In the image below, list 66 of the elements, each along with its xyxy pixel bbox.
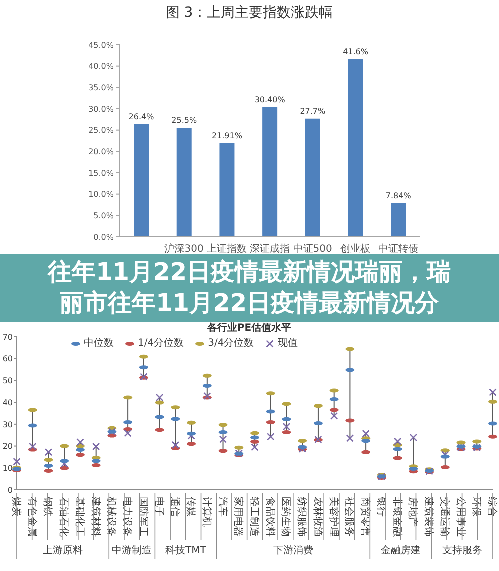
data-label: 30.40% (254, 95, 286, 104)
y-tick-label: 45.0% (88, 40, 114, 50)
y-tick-label: 25.0% (88, 126, 114, 136)
y-tick-label: 30 (2, 420, 13, 430)
x-tick-label: 深证成指 (250, 243, 290, 256)
text: 中游制造 (112, 544, 152, 556)
legend-label: 现值 (278, 338, 298, 350)
x-tick-label: 房地产 (407, 497, 420, 527)
x-tick-label: 医药生物 (280, 497, 292, 537)
legend-label: 中位数 (84, 338, 114, 350)
x-tick-label: 煤炭 (10, 497, 22, 517)
text: 科技TMT (165, 544, 208, 556)
x-tick-label: 中证500 (293, 243, 332, 256)
x-tick-label: 轻工制造 (248, 497, 260, 537)
y-tick-label: 10 (2, 464, 13, 473)
x-tick-label: 电力设备 (122, 497, 134, 537)
x-tick-label: 上证指数 (207, 243, 248, 256)
y-tick-label: 50 (2, 376, 13, 386)
x-tick-label: 家用电器 (232, 497, 245, 537)
text: 金融房建 (380, 544, 421, 556)
x-tick-label: 银行 (375, 496, 386, 517)
text: 支持服务 (442, 544, 482, 556)
text: 下游消费 (273, 544, 314, 556)
data-label: 41.6% (343, 48, 369, 57)
x-tick-label: 石油石化 (58, 497, 70, 537)
x-tick-label: 农林牧渔 (312, 497, 324, 537)
y-tick-label: 35.0% (88, 84, 114, 93)
y-tick-label: 15.0% (88, 168, 114, 178)
x-tick-label: 创业板 (340, 243, 371, 256)
y-tick-label: 60 (2, 354, 13, 364)
text: 往年11月22日疫情最新情况瑞丽，瑞丽市往年11月22日疫情最新情况分 (46, 257, 452, 319)
x-tick-label: 沪深300 (164, 243, 204, 256)
x-tick-label: 中证转债 (378, 243, 419, 256)
legend-label: 1/4分位数 (138, 338, 184, 350)
y-tick-label: 0.0% (94, 232, 114, 242)
y-tick-label: 70 (2, 332, 13, 342)
text: 上游原料 (43, 544, 84, 556)
x-tick-label: 食品饮料 (264, 497, 276, 537)
data-label: 25.5% (172, 116, 198, 126)
x-tick-label: 通信 (169, 497, 182, 517)
x-tick-label: 社会服务 (344, 497, 356, 537)
x-tick-label: 基础化工 (74, 497, 86, 537)
y-tick-label: 0 (8, 486, 13, 495)
x-tick-label: 建筑装饰 (423, 496, 436, 537)
x-tick-label: 交通运输 (438, 497, 451, 537)
y-tick-label: 20 (2, 442, 13, 452)
y-tick-label: 20.0% (88, 148, 114, 157)
data-label: 27.7% (300, 106, 326, 116)
x-tick-label: 传媒 (185, 497, 196, 517)
legend-label: 3/4分位数 (208, 338, 254, 350)
data-label: 21.91% (212, 132, 243, 141)
x-tick-label: 电子 (153, 497, 166, 517)
y-tick-label: 40.0% (88, 62, 114, 72)
x-tick-label: 美容护理 (328, 497, 340, 537)
chart-title: 图 3：上周主要指数涨跌幅 (164, 4, 334, 22)
y-tick-label: 5.0% (94, 212, 114, 221)
y-tick-label: 10.0% (88, 190, 114, 200)
x-tick-label: 综合 (486, 497, 498, 517)
y-tick-label: 30.0% (88, 104, 114, 114)
y-tick-label: 40 (2, 398, 13, 408)
chart-title: 各行业PE估值水平 (207, 323, 292, 334)
x-tick-label: 计算机 (200, 497, 213, 527)
x-tick-label: 汽车 (216, 497, 229, 517)
data-label: 7.84% (386, 192, 412, 201)
data-label: 26.4% (128, 112, 155, 122)
x-tick-label: 纺织服饰 (296, 497, 308, 537)
